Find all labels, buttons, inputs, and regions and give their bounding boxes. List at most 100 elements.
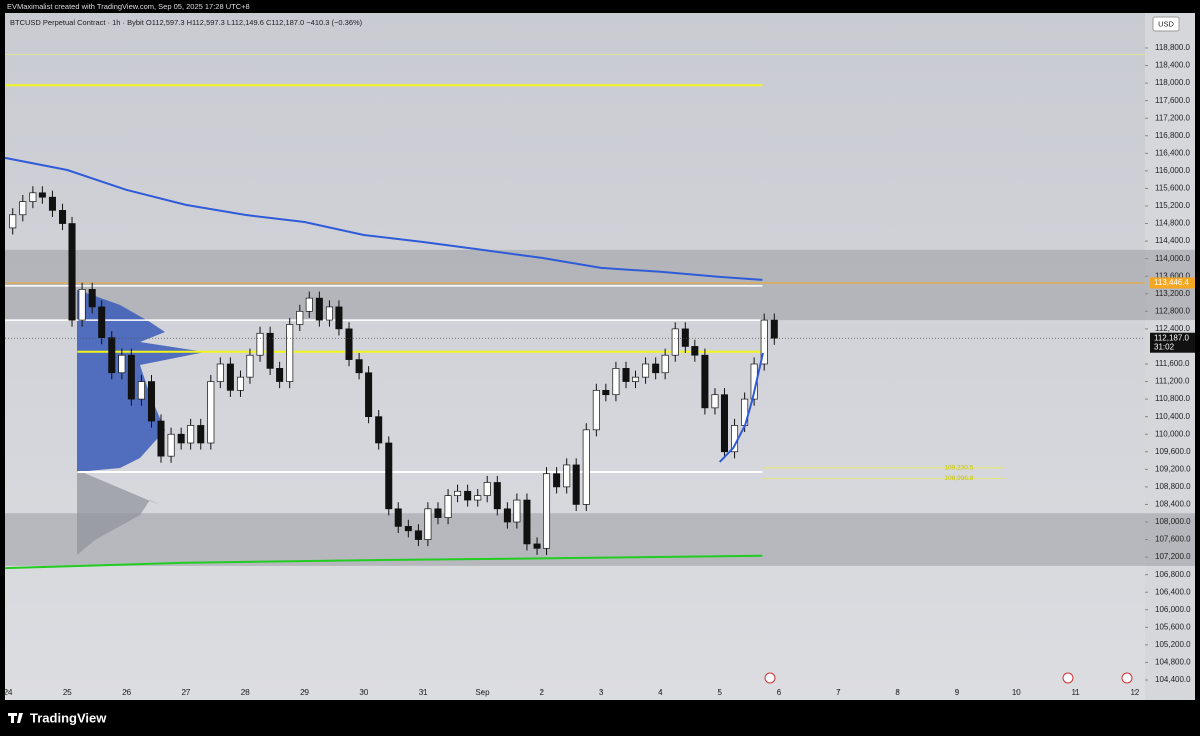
- candle-body: [661, 354, 669, 374]
- candle-body: [770, 319, 778, 339]
- x-tick-label: 11: [1071, 688, 1080, 697]
- axes: 104,400.0 104,800.0 105,200.0 105,600.0 106,…: [4, 43, 1195, 697]
- x-tick-label: 25: [63, 688, 72, 697]
- candle-body: [167, 433, 175, 457]
- y-tick-label: 108,800.0: [1155, 482, 1191, 491]
- currency: USD: [1158, 19, 1174, 28]
- candle-body: [48, 196, 56, 211]
- event-flags: [764, 672, 1133, 684]
- candle-body: [305, 297, 313, 312]
- candle-body: [108, 337, 116, 374]
- price-tag: [1150, 277, 1195, 289]
- indicator-line: [4, 156, 763, 281]
- y-tick-label: 114,000.0: [1155, 254, 1191, 263]
- brand-logo: [8, 713, 23, 723]
- y-tick-label: 106,000.0: [1155, 605, 1191, 614]
- x-tick-label: 6: [777, 688, 782, 697]
- y-tick-label: 118,400.0: [1155, 61, 1191, 70]
- candle-body: [513, 499, 521, 523]
- chart-panel: [5, 13, 1195, 700]
- candle-body: [424, 508, 432, 540]
- y-tick-label: 110,800.0: [1155, 394, 1191, 403]
- candle-body: [483, 482, 491, 497]
- x-tick-label: 3: [599, 688, 604, 697]
- x-tick-label: 27: [181, 688, 190, 697]
- flag: [764, 672, 776, 684]
- candle-body: [365, 372, 373, 418]
- x-tick-label: 9: [955, 688, 960, 697]
- x-tick-label: 12: [1130, 688, 1139, 697]
- x-tick-label: 24: [4, 688, 13, 697]
- y-tick-label: 105,200.0: [1155, 640, 1191, 649]
- candle-body: [681, 328, 689, 347]
- candle-body: [335, 306, 343, 330]
- y-tick-label: 107,200.0: [1155, 552, 1191, 561]
- candle-body: [404, 526, 412, 532]
- indicator-line: [4, 554, 763, 570]
- x-tick-label: 4: [658, 688, 663, 697]
- header: EVMaximalist created with TradingView.co…: [7, 2, 250, 11]
- candle-body: [671, 328, 679, 356]
- candle-body: [226, 363, 234, 391]
- candle-body: [19, 201, 27, 216]
- candle-body: [137, 381, 145, 400]
- candle-body: [543, 473, 551, 549]
- indicator-lines: [4, 156, 764, 570]
- zone: [5, 249, 1195, 321]
- legend: BTCUSD Perpetual Contract · 1h · Bybit O…: [10, 18, 363, 27]
- candle-body: [414, 530, 422, 540]
- x-tick-label: 2: [540, 688, 545, 697]
- candle-body: [325, 306, 333, 321]
- y-tick-label: 117,600.0: [1155, 96, 1191, 105]
- y-tick-label: 104,800.0: [1155, 658, 1191, 667]
- candle-body: [9, 214, 17, 229]
- candle-body: [177, 433, 185, 444]
- price-tag-sub: 31:02: [1154, 342, 1175, 351]
- candle-body: [59, 210, 67, 224]
- price-tag: [1150, 332, 1195, 353]
- y-tick-label: 116,400.0: [1155, 148, 1191, 157]
- candle-body: [118, 354, 126, 374]
- y-tick-label: 104,400.0: [1155, 675, 1191, 684]
- x-tick-label: Sep: [475, 688, 490, 697]
- currency-box: [1152, 16, 1180, 32]
- candle-body: [602, 389, 610, 396]
- y-tick-label: 113,200.0: [1155, 289, 1191, 298]
- y-tick-label: 110,400.0: [1155, 412, 1191, 421]
- candle-body: [394, 508, 402, 527]
- x-tick-label: 26: [122, 688, 131, 697]
- y-tick-label: 112,800.0: [1155, 306, 1191, 315]
- candle-body: [711, 394, 719, 409]
- candle-body: [127, 354, 135, 400]
- y-tick-label: 114,800.0: [1155, 219, 1191, 228]
- candle-body: [38, 192, 46, 198]
- flag: [1121, 672, 1133, 684]
- candle-body: [266, 332, 274, 369]
- candle-body: [256, 332, 264, 356]
- brand: TradingView: [30, 710, 107, 725]
- candle-body: [68, 223, 76, 321]
- price-tag-label: 113,446.4: [1154, 278, 1190, 287]
- profile-grey: [77, 470, 160, 555]
- candle-body: [236, 376, 244, 391]
- candle-body: [503, 508, 511, 523]
- candle-body: [375, 416, 383, 444]
- y-tick-label: 107,600.0: [1155, 535, 1191, 544]
- candle-body: [246, 354, 254, 378]
- candle-body: [315, 297, 323, 321]
- y-tick-label: 106,800.0: [1155, 570, 1191, 579]
- x-tick-label: 30: [359, 688, 368, 697]
- y-tick-label: 116,000.0: [1155, 166, 1191, 175]
- x-tick-label: 10: [1012, 688, 1021, 697]
- candle-body: [553, 473, 561, 488]
- y-tick-label: 111,200.0: [1155, 377, 1190, 386]
- x-tick-label: 5: [717, 688, 722, 697]
- candle-body: [652, 363, 660, 374]
- candle-body: [612, 368, 620, 396]
- candle-body: [216, 363, 224, 382]
- y-tick-label: 117,200.0: [1155, 113, 1191, 122]
- candle-body: [523, 499, 531, 545]
- x-tick-label: 31: [419, 688, 428, 697]
- flag: [1062, 672, 1074, 684]
